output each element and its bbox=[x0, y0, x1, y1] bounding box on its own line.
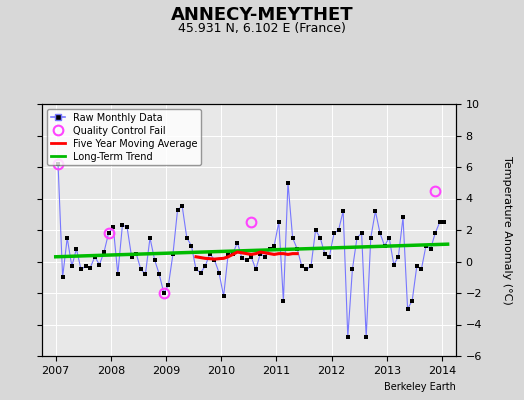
Y-axis label: Temperature Anomaly (°C): Temperature Anomaly (°C) bbox=[501, 156, 511, 304]
Legend: Raw Monthly Data, Quality Control Fail, Five Year Moving Average, Long-Term Tren: Raw Monthly Data, Quality Control Fail, … bbox=[47, 109, 201, 165]
Text: ANNECY-MEYTHET: ANNECY-MEYTHET bbox=[171, 6, 353, 24]
Text: 45.931 N, 6.102 E (France): 45.931 N, 6.102 E (France) bbox=[178, 22, 346, 35]
Text: Berkeley Earth: Berkeley Earth bbox=[384, 382, 456, 392]
